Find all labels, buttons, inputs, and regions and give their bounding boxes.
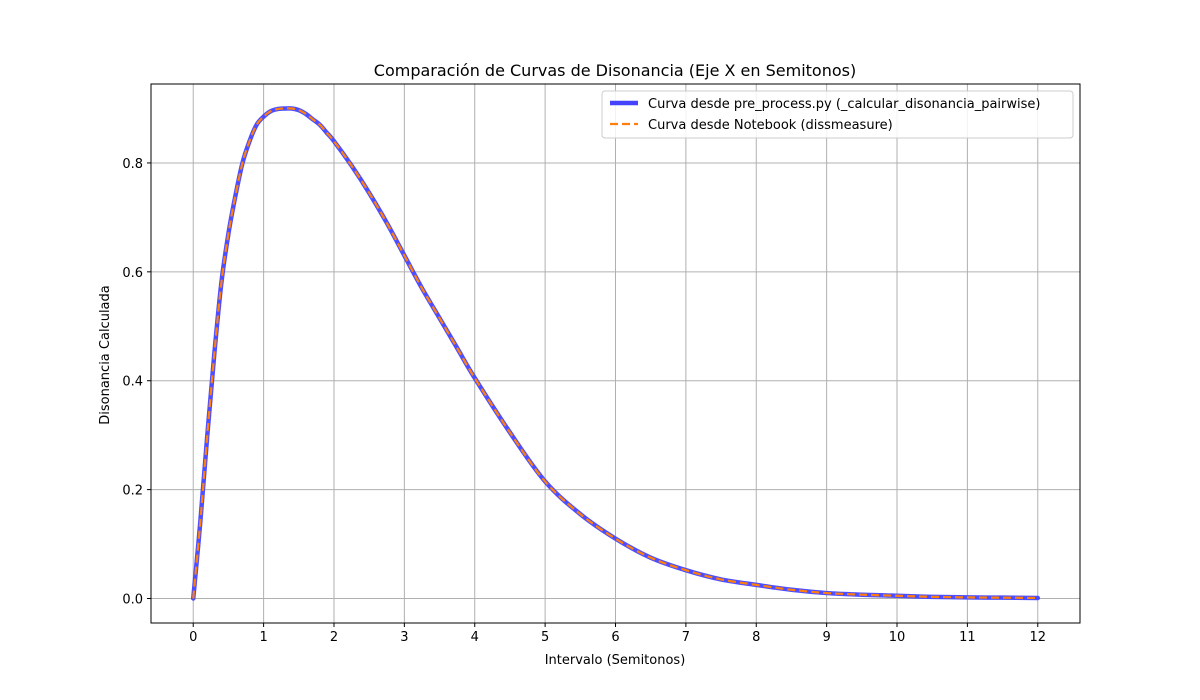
legend-box	[601, 90, 1074, 139]
x-tick-label: 12	[1029, 630, 1046, 645]
axes: 0 1 2 3 4 5 6 7 8 9 10 11 120.00.20.40.60.8	[122, 83, 1081, 645]
legend: Curva desde pre_process.py (_calcular_di…	[601, 90, 1074, 139]
x-tick-label: 7	[682, 630, 690, 645]
x-tick-label: 8	[752, 630, 760, 645]
x-tick-label: 9	[822, 630, 830, 645]
x-tick-label: 10	[889, 630, 906, 645]
x-axis-label: Intervalo (Semitonos)	[545, 653, 686, 668]
x-tick-label: 11	[959, 630, 976, 645]
legend-label: Curva desde Notebook (dissmeasure)	[648, 118, 893, 133]
y-tick-label: 0.6	[122, 266, 143, 281]
chart-title: Comparación de Curvas de Disonancia (Eje…	[374, 61, 856, 80]
y-tick-label: 0.4	[122, 375, 143, 390]
x-tick-label: 0	[189, 630, 197, 645]
legend-label: Curva desde pre_process.py (_calcular_di…	[648, 97, 1040, 112]
grid-lines	[151, 84, 1080, 623]
x-tick-label: 4	[471, 630, 479, 645]
series-lines	[190, 106, 1041, 601]
y-axis-label: Disonancia Calculada	[98, 285, 113, 425]
x-tick-label: 6	[611, 630, 619, 645]
x-tick-label: 5	[541, 630, 549, 645]
x-tick-label: 1	[259, 630, 267, 645]
y-tick-label: 0.2	[122, 484, 143, 499]
y-tick-label: 0.8	[122, 157, 143, 172]
series-line-notebook	[192, 107, 1038, 600]
x-tick-label: 2	[330, 630, 338, 645]
y-tick-label: 0.0	[122, 593, 143, 608]
x-tick-label: 3	[400, 630, 408, 645]
